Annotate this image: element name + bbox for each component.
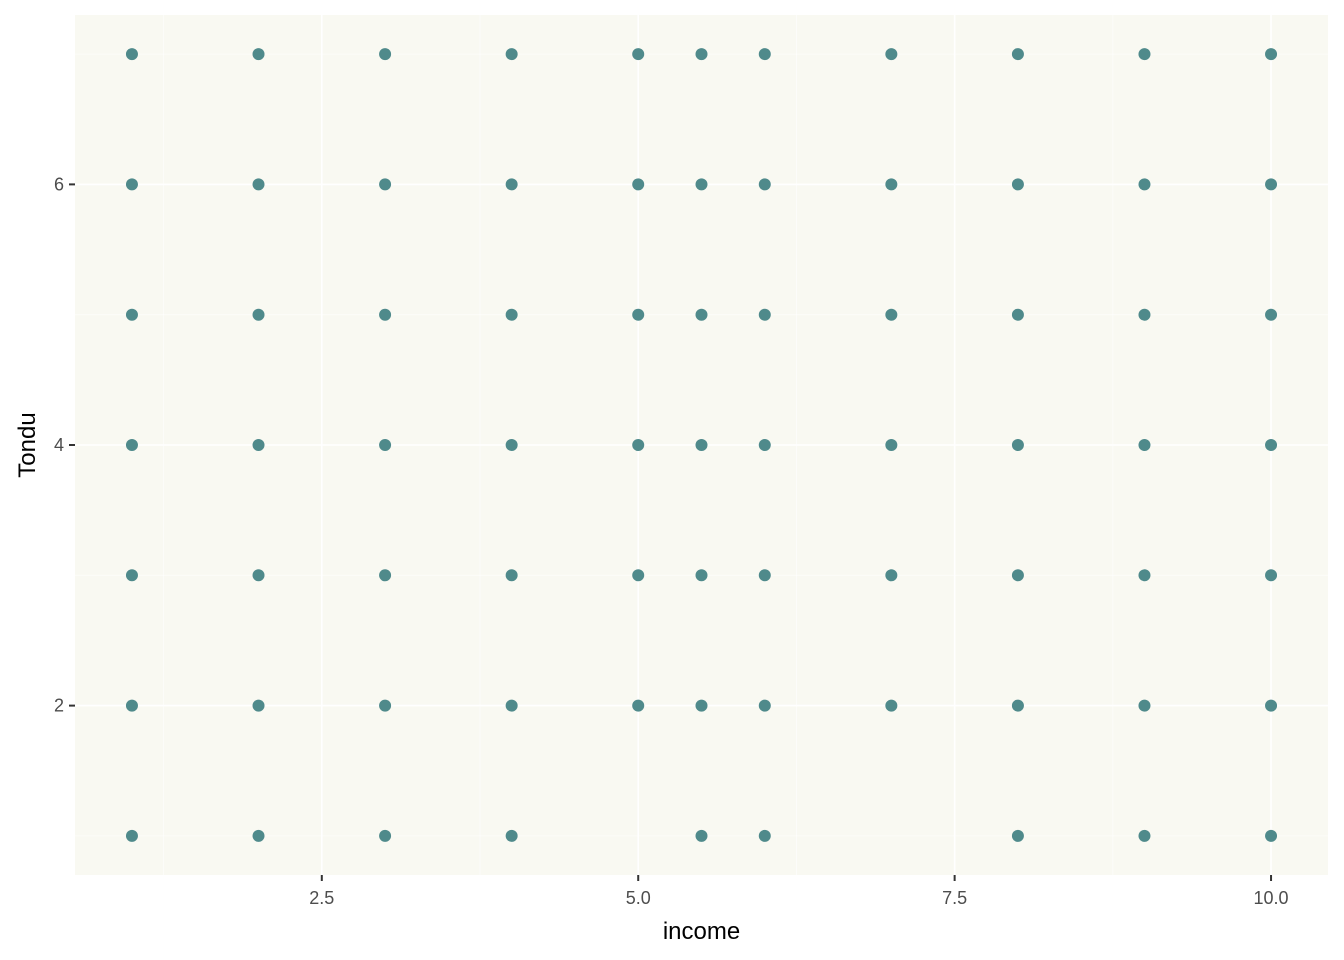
- data-point: [252, 308, 265, 321]
- data-point: [1138, 178, 1151, 191]
- data-point: [695, 178, 708, 191]
- data-point: [1138, 48, 1151, 61]
- data-point: [379, 699, 392, 712]
- data-point: [695, 48, 708, 61]
- data-point: [125, 178, 138, 191]
- data-point: [379, 439, 392, 451]
- data-point: [758, 829, 771, 842]
- data-point: [885, 439, 898, 451]
- x-axis-title: income: [663, 918, 740, 945]
- data-point: [695, 829, 708, 842]
- data-point: [1265, 48, 1278, 61]
- data-point: [1138, 699, 1151, 712]
- y-tick-label: 6: [54, 174, 64, 194]
- data-point: [1265, 569, 1278, 582]
- data-point: [505, 699, 518, 712]
- data-point: [885, 308, 898, 321]
- data-point: [252, 178, 265, 191]
- data-point: [252, 439, 265, 451]
- data-point: [1265, 829, 1278, 842]
- data-point: [252, 829, 265, 842]
- data-point: [125, 829, 138, 842]
- data-point: [1011, 829, 1024, 842]
- data-point: [695, 699, 708, 712]
- data-point: [695, 569, 708, 582]
- data-point: [505, 308, 518, 321]
- data-point: [379, 308, 392, 321]
- x-axis: 2.5 5.0 7.5 10.0: [309, 875, 1289, 908]
- data-point: [505, 569, 518, 582]
- data-point: [1265, 178, 1278, 191]
- data-point: [1265, 308, 1278, 321]
- data-point: [125, 699, 138, 712]
- data-point: [125, 439, 138, 451]
- data-point: [1011, 48, 1024, 61]
- data-point: [379, 569, 392, 582]
- data-point: [1011, 699, 1024, 712]
- data-point: [632, 48, 645, 61]
- x-tick-label: 10.0: [1254, 888, 1289, 908]
- x-tick-label: 5.0: [626, 888, 651, 908]
- data-point: [1138, 308, 1151, 321]
- data-point: [1138, 439, 1151, 451]
- data-point: [1138, 569, 1151, 582]
- data-point: [125, 48, 138, 61]
- x-tick-label: 2.5: [309, 888, 334, 908]
- data-point: [252, 48, 265, 61]
- data-point: [1265, 439, 1278, 451]
- data-point: [1138, 829, 1151, 842]
- data-point: [758, 48, 771, 61]
- data-point: [1011, 308, 1024, 321]
- data-point: [1011, 439, 1024, 451]
- data-point: [379, 178, 392, 191]
- data-point: [379, 829, 392, 842]
- data-point: [252, 569, 265, 582]
- data-point: [125, 569, 138, 582]
- data-point: [632, 439, 645, 451]
- data-point: [632, 699, 645, 712]
- data-point: [632, 569, 645, 582]
- data-point: [125, 308, 138, 321]
- y-axis: 2 4 6: [54, 174, 75, 716]
- y-tick-label: 4: [54, 435, 64, 455]
- data-point: [758, 699, 771, 712]
- data-point: [505, 439, 518, 451]
- data-point: [885, 699, 898, 712]
- data-point: [632, 308, 645, 321]
- data-point: [885, 48, 898, 61]
- data-point: [1265, 699, 1278, 712]
- data-point: [885, 178, 898, 191]
- data-point: [379, 48, 392, 61]
- data-point: [695, 439, 708, 451]
- data-point: [695, 308, 708, 321]
- data-point: [505, 178, 518, 191]
- data-point: [758, 439, 771, 451]
- y-axis-title: Tondu: [14, 412, 41, 477]
- data-point: [885, 569, 898, 582]
- data-points: [125, 48, 1278, 842]
- data-point: [758, 178, 771, 191]
- data-point: [758, 569, 771, 582]
- data-point: [505, 48, 518, 61]
- data-point: [1011, 569, 1024, 582]
- data-point: [758, 308, 771, 321]
- data-point: [632, 178, 645, 191]
- y-tick-label: 2: [54, 696, 64, 716]
- data-point: [1011, 178, 1024, 191]
- x-tick-label: 7.5: [942, 888, 967, 908]
- data-point: [252, 699, 265, 712]
- data-point: [505, 829, 518, 842]
